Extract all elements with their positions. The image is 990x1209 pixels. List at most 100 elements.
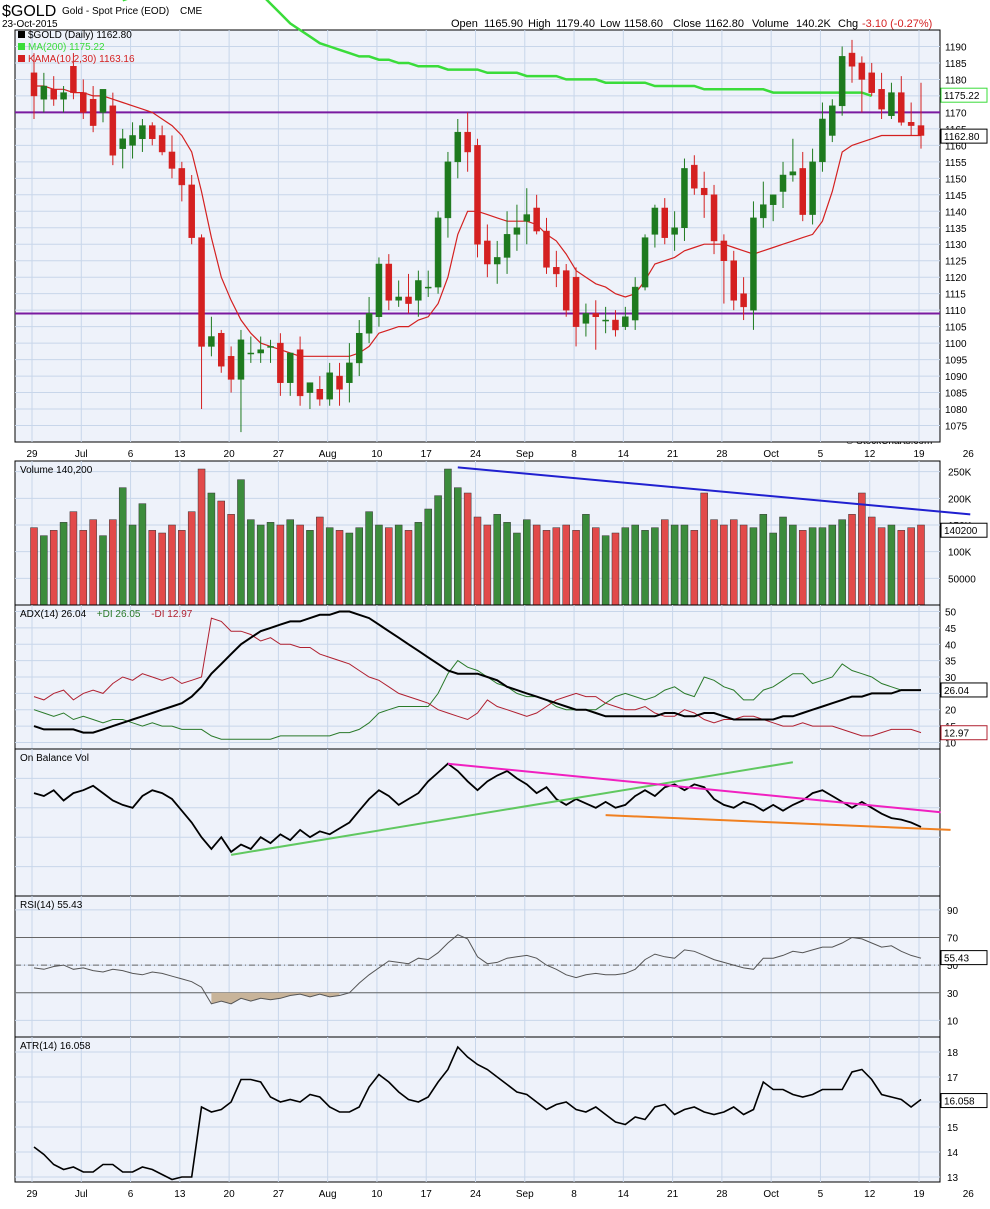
bottom-x-tick-label: Oct: [763, 1189, 779, 1200]
bottom-x-tick-label: 27: [273, 1189, 285, 1200]
candle-body: [218, 332, 225, 367]
x-tick-label: 19: [913, 449, 925, 460]
x-tick-label: 13: [174, 449, 186, 460]
candle-body: [109, 105, 117, 156]
adx-line: [33, 610, 921, 734]
symbol-title: $GOLD: [2, 3, 56, 20]
obv-trendline: [447, 762, 941, 814]
candle-body: [375, 263, 383, 318]
mdi-last-value: 12.97: [944, 729, 969, 740]
candle-body: [493, 257, 501, 265]
volume-bar: [148, 530, 157, 606]
candle-body: [582, 313, 590, 324]
volume-bar: [838, 519, 846, 606]
candle-body: [622, 316, 629, 327]
candle-body: [316, 389, 324, 400]
x-tick-label: 6: [128, 449, 134, 460]
price-legend-label: MA(200) 1175.22: [28, 42, 105, 53]
candle-body: [198, 237, 205, 347]
volume-bar: [483, 524, 492, 606]
x-tick-label: Sep: [516, 449, 534, 460]
candle-body: [710, 194, 718, 242]
candle-body: [700, 187, 708, 196]
candle-body: [286, 352, 294, 383]
price-y-tick: 1100: [945, 339, 967, 350]
candle-body: [444, 161, 452, 219]
candle-body: [395, 296, 402, 301]
candle-body: [30, 72, 38, 97]
volume-bar: [907, 527, 915, 606]
candle-body: [513, 227, 521, 235]
x-tick-label: 17: [421, 449, 433, 460]
rsi-y-tick: 10: [947, 1016, 959, 1027]
candle-body: [474, 145, 481, 245]
volume-bar: [592, 527, 600, 606]
x-tick-label: 10: [371, 449, 383, 460]
candle-body: [740, 293, 747, 308]
volume-bar: [178, 530, 186, 606]
candle-body: [829, 105, 836, 136]
ohlc-header: Open 1165.90 High 1179.40 Low 1158.60 Cl…: [451, 18, 932, 30]
candle-body: [89, 98, 97, 126]
volume-bar: [789, 524, 797, 606]
x-tick-label: 8: [571, 449, 577, 460]
volume-trendline: [457, 466, 971, 516]
price-y-tick: 1180: [945, 75, 967, 86]
candle-body: [553, 267, 560, 275]
volume-bar: [562, 524, 570, 606]
candle-body: [454, 131, 462, 163]
obv-trendline: [605, 814, 951, 831]
candle-body: [99, 89, 107, 113]
volume-bar: [197, 468, 206, 606]
candle-body: [779, 174, 787, 192]
x-tick-label: Oct: [763, 449, 779, 460]
exchange-label: CME: [180, 6, 203, 17]
rsi-line: [33, 934, 922, 1005]
mdi-last-value-box: [940, 725, 988, 741]
ma200-last-value-box: [940, 87, 988, 103]
volume-bar: [40, 535, 48, 606]
price-legend-label: KAMA(10,2,30) 1163.16: [28, 54, 135, 65]
rsi-y-tick: 50: [947, 961, 959, 972]
x-tick-label: 20: [224, 449, 236, 460]
candle-body: [789, 171, 797, 176]
rsi-last-value-box: [940, 950, 988, 966]
candle-body: [326, 372, 333, 400]
candle-body: [149, 125, 156, 140]
candle-body: [40, 85, 48, 100]
volume-bar: [493, 514, 501, 606]
volume-bar: [463, 492, 472, 606]
candle-body: [237, 339, 245, 380]
price-y-tick: 1085: [945, 389, 968, 400]
volume-bar: [237, 479, 245, 606]
chg-label: Chg: [838, 18, 858, 30]
candle-body: [917, 125, 925, 136]
rsi-last-value: 55.43: [944, 954, 969, 965]
candle-body: [365, 313, 373, 334]
volume-bar: [404, 530, 413, 606]
candle-body: [415, 280, 422, 301]
price-y-tick: 1125: [945, 257, 967, 268]
atr-y-tick: 13: [947, 1173, 959, 1184]
volume-bar: [720, 524, 728, 606]
candle-body: [139, 125, 146, 140]
volume-bar: [582, 514, 590, 606]
bottom-x-tick-label: 28: [716, 1189, 728, 1200]
candle-body: [809, 161, 816, 215]
adx-y-tick: 30: [945, 673, 957, 684]
volume-y-tick: 200K: [948, 494, 972, 505]
volume-y-tick: 50000: [948, 574, 976, 585]
bottom-x-tick-label: 6: [128, 1189, 134, 1200]
candle-body: [651, 207, 659, 235]
candle-body: [572, 276, 580, 327]
adx-y-tick: 40: [945, 640, 957, 651]
candle-body: [671, 227, 678, 235]
x-tick-label: Jul: [75, 449, 88, 460]
volume-bar: [858, 492, 866, 606]
bottom-x-tick-label: Aug: [319, 1189, 337, 1200]
price-legend-label: $GOLD (Daily) 1162.80: [28, 30, 132, 41]
date-label: 23-Oct-2015: [2, 19, 58, 30]
price-legend-swatch: [18, 31, 25, 38]
